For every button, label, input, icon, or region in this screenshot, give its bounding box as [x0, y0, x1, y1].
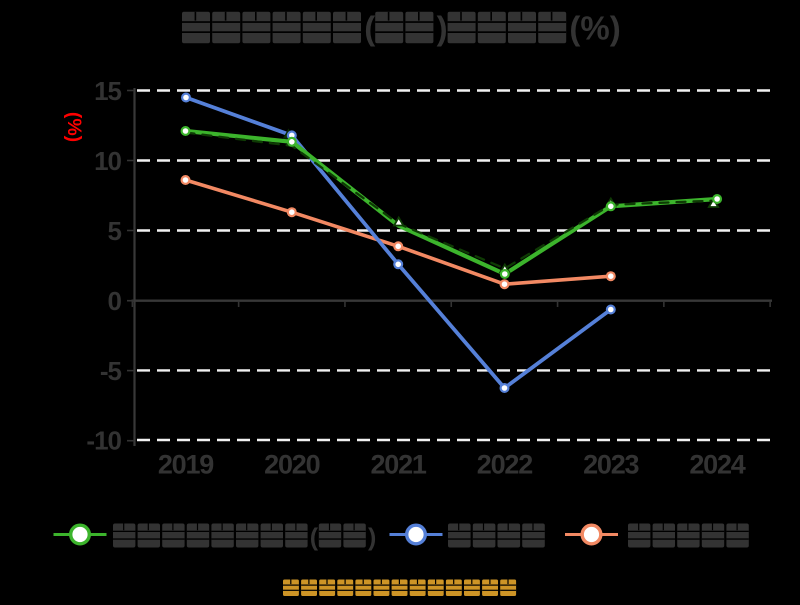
svg-text:-5: -5 [100, 356, 122, 386]
svg-text:2021: 2021 [370, 450, 426, 480]
svg-text:2023: 2023 [583, 450, 639, 480]
svg-text:2024: 2024 [689, 450, 745, 480]
svg-text:): ) [368, 524, 376, 552]
svg-text:(: ( [310, 524, 319, 552]
svg-text:(: ( [364, 10, 375, 47]
svg-text:2022: 2022 [477, 450, 532, 480]
svg-text:5: 5 [108, 216, 122, 246]
svg-text:(%): (%) [63, 112, 85, 142]
svg-text:): ) [437, 10, 448, 47]
svg-text:2020: 2020 [264, 450, 319, 480]
svg-text:15: 15 [94, 76, 121, 106]
svg-text:10: 10 [94, 146, 121, 176]
svg-text:0: 0 [108, 286, 122, 316]
svg-text:(%): (%) [569, 10, 620, 47]
svg-text:-10: -10 [86, 426, 121, 456]
svg-text:2019: 2019 [158, 450, 214, 480]
